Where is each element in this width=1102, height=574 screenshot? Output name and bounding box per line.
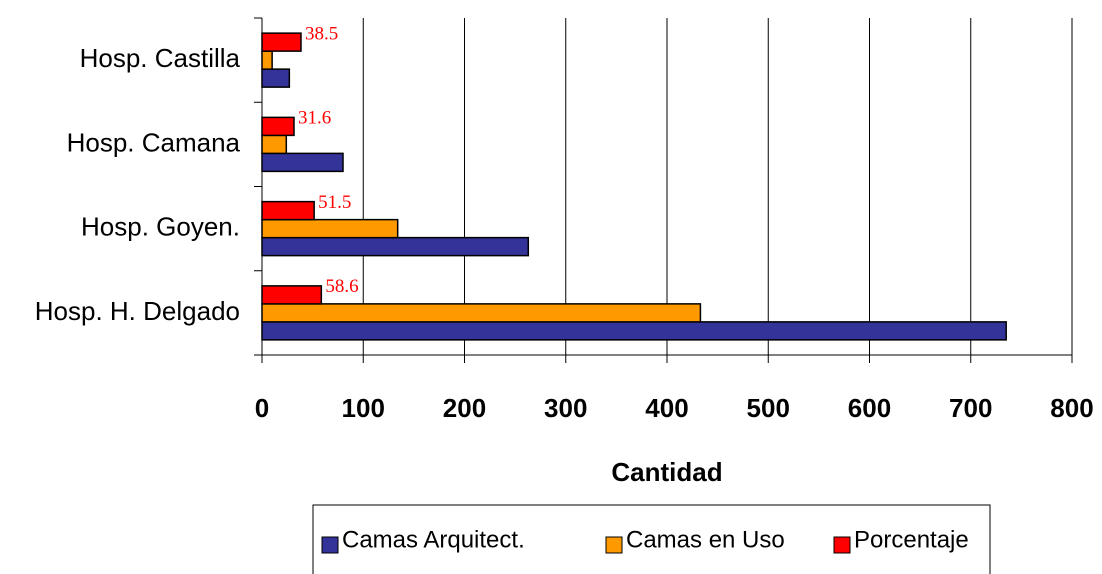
x-tick-label: 300 <box>544 393 587 423</box>
bar <box>261 200 315 221</box>
value-label: 58.6 <box>325 276 358 297</box>
bar <box>261 303 702 323</box>
legend-label: Camas en Uso <box>626 526 785 553</box>
x-tick-label: 0 <box>255 393 269 423</box>
y-tick-label: Hosp. Camana <box>67 127 241 157</box>
value-label: 31.6 <box>298 108 331 129</box>
legend-label: Porcentaje <box>854 526 969 553</box>
bar <box>261 285 323 305</box>
bar <box>261 236 530 257</box>
value-label: 51.5 <box>318 192 351 213</box>
x-tick-label: 700 <box>949 393 992 423</box>
x-axis-label: Cantidad <box>611 457 722 487</box>
bar <box>261 218 399 239</box>
bar <box>261 134 288 155</box>
x-tick-label: 800 <box>1050 393 1093 423</box>
bar <box>261 116 295 137</box>
legend-swatch <box>833 536 851 554</box>
legend-label: Camas Arquitect. <box>342 526 525 553</box>
bar <box>261 32 302 52</box>
x-tick-label: 200 <box>443 393 486 423</box>
bar <box>261 321 1007 341</box>
x-tick-label: 600 <box>848 393 891 423</box>
value-label: 38.5 <box>305 23 338 44</box>
x-tick-label: 100 <box>342 393 385 423</box>
bar <box>261 68 291 88</box>
legend-swatch <box>605 536 623 554</box>
bar <box>261 50 273 70</box>
bar <box>261 152 344 173</box>
legend-swatch <box>321 536 339 554</box>
x-tick-label: 400 <box>645 393 688 423</box>
y-tick-label: Hosp. Castilla <box>80 43 241 73</box>
y-tick-label: Hosp. Goyen. <box>81 212 240 242</box>
x-tick-label: 500 <box>747 393 790 423</box>
y-tick-label: Hosp. H. Delgado <box>35 296 240 326</box>
legend-box <box>312 504 991 574</box>
